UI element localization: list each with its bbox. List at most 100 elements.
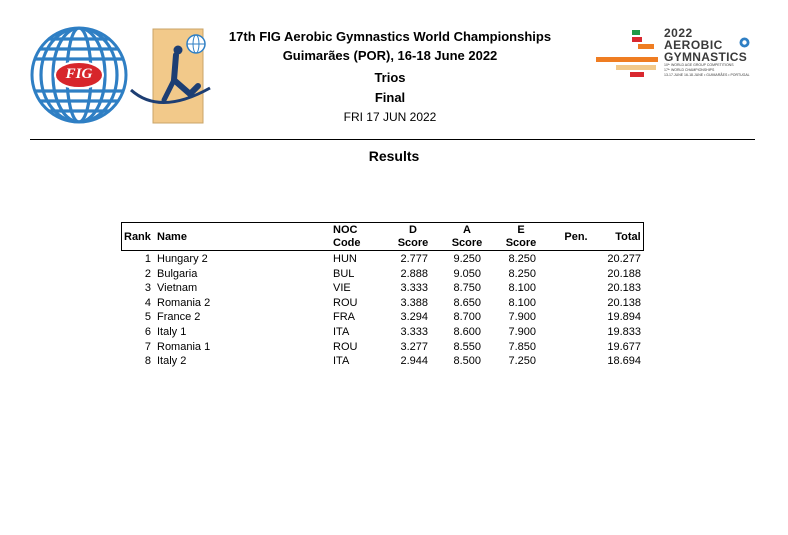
cell-rank: 7 <box>144 340 151 353</box>
cell-name: Vietnam <box>157 282 198 295</box>
category-title: Trios <box>374 70 406 85</box>
cell-total: 20.183 <box>607 282 641 295</box>
logo-stripe <box>632 37 642 42</box>
cell-d: 3.294 <box>400 311 428 324</box>
col-header-noc-code: Code <box>333 237 361 249</box>
cell-a: 8.500 <box>453 355 481 368</box>
logo-stripe <box>632 30 640 35</box>
cell-e: 7.250 <box>508 355 536 368</box>
table-row: 7 Romania 1 ROU 3.277 8.550 7.850 19.677 <box>0 340 788 355</box>
col-header-a-score: Score <box>451 237 483 249</box>
table-row: 1 Hungary 2 HUN 2.777 9.250 8.250 20.277 <box>0 252 788 267</box>
cell-e: 8.100 <box>508 282 536 295</box>
cell-name: Romania 2 <box>157 296 211 309</box>
phase-title: Final <box>374 90 406 105</box>
championship-title: 17th FIG Aerobic Gymnastics World Champi… <box>228 29 552 44</box>
cell-e: 8.250 <box>508 267 536 280</box>
cell-rank: 2 <box>144 267 151 280</box>
cell-total: 18.694 <box>607 355 641 368</box>
cell-a: 8.550 <box>453 340 481 353</box>
cell-noc: BUL <box>333 267 355 280</box>
cell-e: 7.850 <box>508 340 536 353</box>
cell-total: 19.677 <box>607 340 641 353</box>
header-divider <box>30 139 755 140</box>
logo-small-line: 10ᵗʰ WORLD AGE GROUP COMPETITIONS <box>664 63 734 67</box>
table-row: 3 Vietnam VIE 3.333 8.750 8.100 20.183 <box>0 281 788 296</box>
cell-noc: ITA <box>333 326 350 338</box>
cell-rank: 3 <box>144 282 151 295</box>
cell-e: 7.900 <box>508 326 536 338</box>
cell-noc: ROU <box>333 296 358 309</box>
cell-rank: 8 <box>144 355 151 368</box>
cell-noc: HUN <box>333 253 357 265</box>
cell-d: 2.777 <box>400 253 428 265</box>
cell-e: 8.250 <box>508 253 536 265</box>
logo-stripe <box>596 57 658 62</box>
logo-small-line: 13-17.JUNE 16-18.JUNE • GUIMARÃES • PORT… <box>664 73 750 77</box>
cell-a: 9.050 <box>453 267 481 280</box>
cell-rank: 1 <box>144 253 151 265</box>
logo-stripe <box>630 72 644 77</box>
col-header-rank: Rank <box>124 231 151 243</box>
cell-total: 19.894 <box>607 311 641 324</box>
cell-rank: 5 <box>144 311 151 324</box>
col-header-e: E <box>517 224 525 236</box>
cell-d: 3.333 <box>400 282 428 295</box>
event-date: FRI 17 JUN 2022 <box>343 110 437 124</box>
cell-a: 8.750 <box>453 282 481 295</box>
fig-logo-text: FIG <box>65 66 93 82</box>
results-title: Results <box>368 148 420 164</box>
col-header-e-score: Score <box>505 237 537 249</box>
fig-badge-icon <box>739 37 750 48</box>
cell-d: 3.277 <box>400 340 428 353</box>
table-row: 8 Italy 2 ITA 2.944 8.500 7.250 18.694 <box>0 354 788 369</box>
col-header-name: Name <box>157 231 187 243</box>
cell-rank: 6 <box>144 326 151 338</box>
logo-year: 2022 <box>664 26 693 40</box>
fig-logo: FIG <box>29 25 129 125</box>
cell-total: 20.277 <box>607 253 641 265</box>
col-header-d: D <box>409 224 417 236</box>
col-header-total: Total <box>615 231 641 243</box>
logo-stripe <box>638 44 654 49</box>
table-row: 5 France 2 FRA 3.294 8.700 7.900 19.894 <box>0 310 788 325</box>
cell-noc: FRA <box>333 311 355 324</box>
col-header-noc: NOC <box>333 224 358 236</box>
cell-name: Italy 2 <box>157 355 187 368</box>
logo-stripe <box>616 65 656 70</box>
logo-small-line: 17ᵗʰ WORLD CHAMPIONSHIPS <box>664 68 715 72</box>
cell-d: 2.944 <box>400 355 428 368</box>
cell-a: 8.600 <box>453 326 481 338</box>
cell-e: 7.900 <box>508 311 536 324</box>
cell-noc: VIE <box>333 282 351 295</box>
cell-name: Bulgaria <box>157 267 198 280</box>
cell-name: Romania 1 <box>157 340 211 353</box>
col-header-d-score: Score <box>397 237 429 249</box>
table-row: 2 Bulgaria BUL 2.888 9.050 8.250 20.188 <box>0 267 788 282</box>
cell-noc: ROU <box>333 340 358 353</box>
cell-a: 9.250 <box>453 253 481 265</box>
cell-name: Italy 1 <box>157 326 187 338</box>
cell-e: 8.100 <box>508 296 536 309</box>
cell-d: 3.388 <box>400 296 428 309</box>
cell-total: 20.138 <box>607 296 641 309</box>
logo-line-gymnastics: GYMNASTICS <box>664 50 748 64</box>
cell-name: France 2 <box>157 311 201 324</box>
cell-a: 8.700 <box>453 311 481 324</box>
col-header-a: A <box>463 224 471 236</box>
cell-total: 20.188 <box>607 267 641 280</box>
cell-name: Hungary 2 <box>157 253 208 265</box>
aerobic-pictogram-logo <box>129 28 215 125</box>
cell-noc: ITA <box>333 355 350 368</box>
table-row: 4 Romania 2 ROU 3.388 8.650 8.100 20.138 <box>0 296 788 311</box>
cell-total: 19.833 <box>607 326 641 338</box>
table-header <box>121 222 644 251</box>
col-header-pen: Pen. <box>564 231 588 243</box>
cell-a: 8.650 <box>453 296 481 309</box>
globe-icon <box>30 26 128 124</box>
logo-line-aerobic: AEROBIC <box>664 38 723 52</box>
cell-d: 2.888 <box>400 267 428 280</box>
event-logo: 2022 AEROBIC GYMNASTICS 10ᵗʰ WORLD AGE G… <box>594 26 754 86</box>
cell-rank: 4 <box>144 296 151 309</box>
event-location: Guimarães (POR), 16-18 June 2022 <box>282 48 498 63</box>
